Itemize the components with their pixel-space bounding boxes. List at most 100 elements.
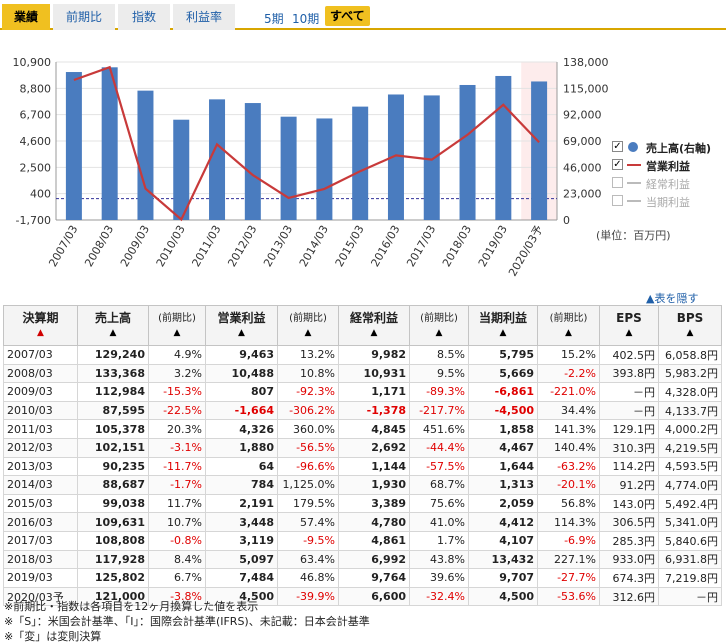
sales-bar (531, 81, 548, 220)
tab-margin[interactable]: 利益率 (173, 4, 235, 30)
sales-bar (387, 94, 404, 220)
column-header[interactable]: BPS ▲ (658, 305, 722, 346)
column-header[interactable]: (前期比) ▲ (409, 305, 469, 346)
tab-yoy[interactable]: 前期比 (53, 4, 115, 30)
table-cell: 15.2% (537, 345, 600, 365)
x-tick-label: 2007/03 (46, 223, 80, 269)
tab-results[interactable]: 業績 (2, 4, 50, 30)
sort-arrow-icon[interactable]: ▲ (238, 327, 245, 338)
table-cell: -1,664 (205, 400, 278, 421)
sort-arrow-icon[interactable]: ▲ (304, 327, 312, 338)
column-header-label: 経常利益 (349, 310, 398, 325)
period-10[interactable]: 10期 (292, 12, 320, 26)
table-cell: 179.5% (277, 493, 339, 514)
table-cell: -3.8% (148, 586, 206, 607)
sort-arrow-icon[interactable]: ▲ (686, 327, 694, 338)
table-cell: 2,059 (468, 493, 538, 514)
sales-bar (352, 106, 369, 220)
legend-label: 経常利益 (646, 178, 690, 191)
table-cell: 8.5% (409, 345, 469, 365)
table-row: 2016/03 109,631 10.7% 3,448 57.4% 4,780 41.0% 4… (3, 512, 722, 532)
table-cell: 2018/03 (3, 549, 78, 570)
column-header[interactable]: (前期比) ▲ (148, 305, 206, 346)
legend-item-operating-profit[interactable]: ✓ 営業利益 (612, 156, 722, 174)
sort-arrow-icon[interactable]: ▲ (37, 327, 44, 338)
sort-arrow-icon[interactable]: ▲ (435, 327, 443, 338)
sort-arrow-icon[interactable]: ▲ (173, 327, 181, 338)
table-cell: 4,774.0円 (658, 475, 722, 495)
period-5[interactable]: 5期 (264, 12, 284, 26)
table-row: 2007/03 129,240 4.9% 9,463 13.2% 9,982 8.5% 5,7… (3, 345, 722, 365)
table-cell: 117,928 (77, 549, 149, 570)
legend-item-sales[interactable]: ✓ 売上高(右軸) (612, 138, 722, 156)
sort-arrow-icon[interactable]: ▲ (499, 327, 507, 338)
checkbox-checked-icon[interactable]: ✓ (612, 141, 623, 152)
column-header[interactable]: 決算期 ▲ (3, 305, 78, 346)
column-header[interactable]: 当期利益 ▲ (468, 305, 538, 346)
red-line-icon (627, 164, 641, 166)
sort-arrow-icon[interactable]: ▲ (370, 327, 378, 338)
table-cell: -56.5% (277, 437, 339, 458)
table-cell: 129.1円 (599, 419, 659, 439)
table-cell: 312.6円 (599, 586, 659, 607)
period-all[interactable]: すべて (325, 6, 370, 26)
table-row: 2014/03 88,687 -1.7% 784 1,125.0% 1,930 68.7% 1… (3, 475, 722, 495)
column-header[interactable]: 経常利益 ▲ (338, 305, 410, 346)
table-cell: 68.7% (409, 475, 469, 495)
table-cell: 108,808 (77, 530, 149, 551)
legend-item-net-income[interactable]: 当期利益 (612, 192, 722, 210)
table-cell: -1,378 (338, 400, 410, 421)
table-row: 2011/03 105,378 20.3% 4,326 360.0% 4,845 451.6… (3, 419, 722, 439)
checkbox-unchecked-icon[interactable] (612, 195, 623, 206)
table-cell: 10,488 (205, 363, 278, 384)
x-tick-label: 2012/03 (225, 223, 259, 269)
table-cell: -32.4% (409, 586, 469, 607)
tab-index[interactable]: 指数 (118, 4, 170, 30)
earnings-chart: 10,900 138,000 8,800 115,000 6,700 92,000 4,60… (13, 56, 609, 279)
table-cell: 7,219.8円 (658, 568, 722, 588)
column-header[interactable]: (前期比) ▲ (537, 305, 600, 346)
table-cell: 10,931 (338, 363, 410, 384)
table-cell: 3,119 (205, 530, 278, 551)
table-cell: 4,500 (468, 586, 538, 607)
table-row: 2010/03 87,595 -22.5% -1,664 -306.2% -1,378 -2… (3, 400, 722, 421)
table-cell: -9.5% (277, 530, 339, 551)
y-left-tick: 8,800 (20, 82, 52, 95)
table-cell: 4,328.0円 (658, 382, 722, 402)
column-header[interactable]: (前期比) ▲ (277, 305, 339, 346)
sort-arrow-icon[interactable]: ▲ (109, 327, 117, 338)
sales-bar (101, 67, 118, 220)
checkbox-checked-icon[interactable]: ✓ (612, 159, 623, 170)
table-cell: 2010/03 (3, 400, 78, 421)
table-cell: 4,412 (468, 512, 538, 532)
legend-item-ordinary-profit[interactable]: 経常利益 (612, 174, 722, 192)
x-tick-label: 2013/03 (261, 223, 295, 269)
y-left-tick: 2,500 (20, 161, 52, 174)
hide-table-link[interactable]: ▲表を隠す (646, 292, 699, 305)
y-right-tick: 92,000 (563, 109, 602, 122)
table-cell: 2009/03 (3, 382, 78, 402)
x-tick-label: 2016/03 (368, 223, 402, 269)
table-cell: 2011/03 (3, 419, 78, 439)
x-tick-label: 2020/03予 (506, 223, 546, 279)
column-header[interactable]: 売上高 ▲ (77, 305, 149, 346)
column-header[interactable]: EPS ▲ (599, 305, 659, 346)
table-cell: 5,840.6円 (658, 530, 722, 551)
checkbox-unchecked-icon[interactable] (612, 177, 623, 188)
x-tick-label: 2011/03 (190, 223, 224, 269)
sort-arrow-icon[interactable]: ▲ (565, 327, 572, 338)
column-header[interactable]: 営業利益 ▲ (205, 305, 278, 346)
table-cell: -3.1% (148, 437, 206, 458)
table-cell: 306.5円 (599, 512, 659, 532)
table-cell: 2015/03 (3, 493, 78, 514)
y-right-tick: 69,000 (563, 135, 602, 148)
table-cell: 6.7% (148, 568, 206, 588)
table-cell: 90,235 (77, 456, 149, 477)
table-cell: 3.2% (148, 363, 206, 384)
y-right-tick: 0 (563, 214, 570, 227)
table-cell: 5,097 (205, 549, 278, 570)
table-cell: 121,000 (77, 586, 149, 607)
table-cell: 2013/03 (3, 456, 78, 477)
sort-arrow-icon[interactable]: ▲ (625, 327, 633, 338)
table-cell: 57.4% (277, 512, 339, 532)
